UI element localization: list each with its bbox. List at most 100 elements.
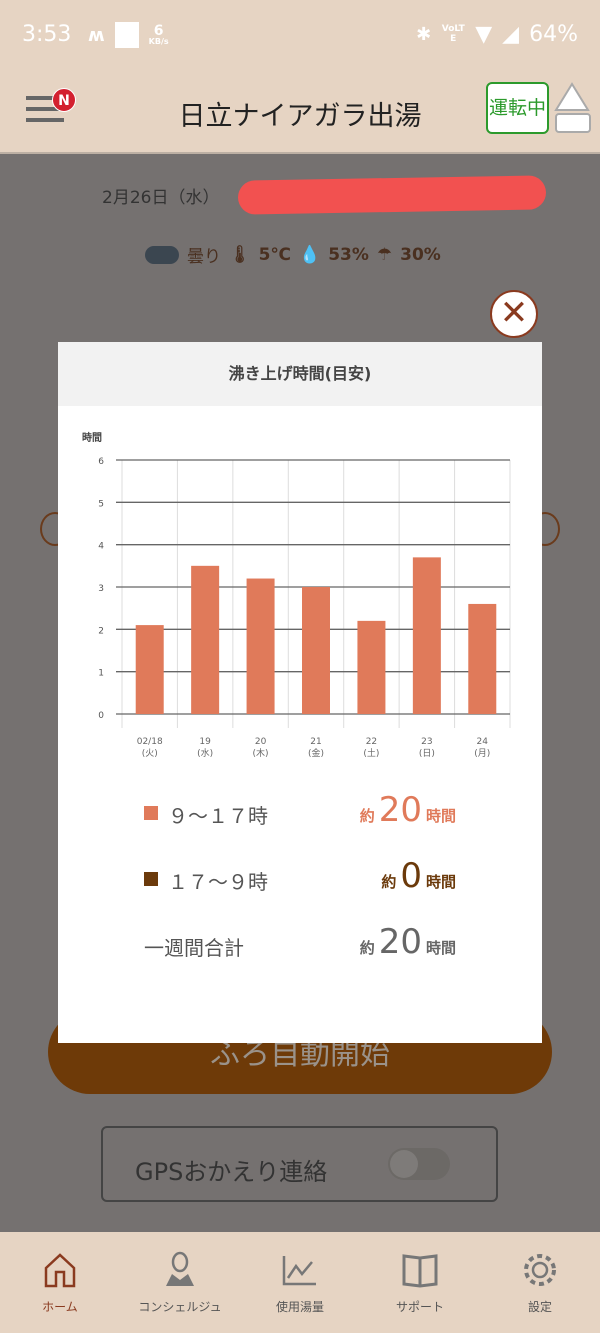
network-speed: 6 KB/s [149, 24, 169, 46]
approx-prefix: 約 [381, 873, 397, 891]
status-bar: 3:53 ʍ 6 KB/s ✱ VoLTE ▼ ◢ 64% [0, 0, 600, 72]
nav-label: サポート [395, 1300, 444, 1314]
legend-swatch [144, 806, 158, 820]
bottom-nav: ホーム コンシェルジュ 使用湯量 サポート 設定 [0, 1232, 600, 1333]
bar [357, 620, 386, 714]
weather-label: 曇り [187, 247, 221, 267]
wifi-icon: ▼ [475, 22, 493, 47]
x-tick-label: 24 [477, 737, 489, 747]
status-icons: ✱ VoLTE ▼ ◢ 64% [416, 22, 578, 47]
nav-item-1[interactable]: コンシェルジュ [120, 1232, 240, 1333]
heating-time-chart: 時間012345602/18(火)19(水)20(木)21(金)22(土)23(… [82, 431, 511, 759]
y-tick-label: 0 [98, 711, 104, 721]
x-tick-label: 22 [366, 737, 377, 747]
close-button[interactable]: ✕ [490, 290, 538, 338]
hours-value: 20 [378, 790, 422, 830]
x-tick-label: (日) [419, 748, 435, 759]
running-status-button[interactable]: 運転中 [486, 82, 549, 134]
hours-unit: 時間 [425, 807, 456, 825]
bluetooth-icon: ✱ [416, 24, 432, 45]
status-left-icons: ʍ 6 KB/s [88, 22, 169, 48]
x-tick-label: (土) [363, 747, 379, 759]
x-tick-label: (水) [197, 747, 213, 759]
nav-label: 使用湯量 [275, 1300, 324, 1314]
menu-button[interactable] [26, 96, 64, 126]
y-tick-label: 4 [98, 542, 104, 552]
humidity: 53% [328, 244, 369, 265]
bar [135, 625, 164, 714]
approx-prefix: 約 [359, 939, 375, 957]
speed-unit: KB/s [148, 37, 169, 46]
cloud-icon [145, 245, 179, 264]
y-tick-label: 5 [98, 499, 104, 509]
x-tick-label: (火) [142, 748, 158, 759]
redacted-address [237, 175, 547, 215]
hours-unit: 時間 [425, 939, 456, 957]
weather-row: 曇り 🌡 5℃ 💧 53% ☂ 30% [145, 242, 441, 267]
concierge-icon [166, 1251, 194, 1286]
nav-label: 設定 [527, 1300, 552, 1314]
signal-icon: ◢ [502, 22, 520, 47]
x-tick-label: 02/18 [137, 737, 163, 747]
clock: 3:53 [22, 22, 72, 47]
summary-value: 約 20 時間 [360, 922, 456, 962]
bar [412, 557, 441, 714]
legend-swatch [144, 872, 158, 886]
volte-indicator: VoLTE [441, 23, 465, 44]
x-tick-label: (月) [474, 748, 490, 759]
hours-value: 20 [378, 922, 422, 962]
nav-item-2[interactable]: 使用湯量 [240, 1232, 360, 1333]
nav-label: ホーム [42, 1300, 78, 1314]
nav-item-4[interactable]: 設定 [480, 1232, 600, 1333]
nav-item-0[interactable]: ホーム [0, 1232, 120, 1333]
summary-value: 約 20 時間 [360, 790, 456, 830]
summary-value: 約 0 時間 [381, 856, 456, 896]
x-tick-label: (金) [308, 747, 324, 759]
x-tick-label: (木) [253, 747, 269, 759]
home-icon [44, 1253, 76, 1288]
y-axis-label: 時間 [82, 431, 102, 444]
bar [191, 565, 220, 714]
hours-unit: 時間 [425, 873, 456, 891]
notification-badge: N [52, 88, 76, 112]
y-tick-label: 2 [98, 626, 104, 636]
approx-prefix: 約 [359, 807, 375, 825]
date-label: 2月26日（水） [102, 188, 220, 208]
droplet-icon: 💧 [299, 244, 321, 265]
summary-label: 一週間合計 [144, 936, 244, 960]
summary-label: １７～９時 [168, 870, 268, 894]
umbrella-icon: ☂ [376, 244, 393, 265]
temperature: 5℃ [258, 244, 292, 265]
x-tick-label: 20 [255, 737, 267, 747]
modal-title: 沸き上げ時間(目安) [58, 342, 542, 406]
speed-value: 6 [153, 23, 164, 39]
app-header: N 日立ナイアガラ出湯 運転中 [0, 72, 600, 154]
thermometer-icon: 🌡 [229, 244, 251, 265]
rain-chance: 30% [400, 244, 441, 265]
square-icon [114, 22, 139, 48]
y-tick-label: 3 [98, 584, 104, 594]
x-tick-label: 23 [421, 737, 432, 747]
chart-icon [282, 1256, 316, 1286]
x-tick-label: 21 [310, 737, 321, 747]
nav-item-3[interactable]: サポート [360, 1232, 480, 1333]
gps-toggle[interactable] [388, 1148, 450, 1180]
heating-time-modal: 沸き上げ時間(目安) 時間 0 1 2 3 4 5 6 02/18 (火) 19 (水) 20 (木) 21… [58, 342, 542, 1043]
battery-level: 64% [529, 22, 578, 47]
bar [302, 587, 330, 714]
y-tick-label: 1 [98, 669, 104, 679]
hours-value: 0 [400, 856, 422, 896]
summary-label: ９～１７時 [168, 804, 268, 828]
gear-icon [524, 1254, 556, 1286]
gps-label: GPSおかえり連絡 [135, 1158, 328, 1186]
m-icon: ʍ [88, 24, 105, 46]
y-tick-label: 6 [98, 457, 104, 467]
x-tick-label: 19 [199, 737, 211, 747]
bar [246, 578, 275, 714]
book-icon [402, 1254, 438, 1288]
warning-icon[interactable] [552, 82, 592, 136]
nav-label: コンシェルジュ [138, 1300, 222, 1314]
gps-return-notice: GPSおかえり連絡 [101, 1126, 498, 1202]
page-title: 日立ナイアガラ出湯 [178, 101, 422, 132]
bar [468, 603, 497, 714]
